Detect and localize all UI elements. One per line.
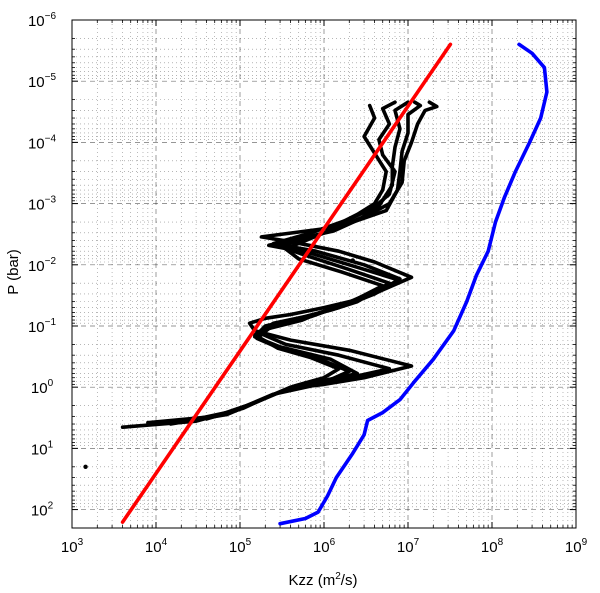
y-tick-label: 10−6 xyxy=(28,11,57,30)
series-black-5 xyxy=(204,100,439,421)
y-tick-label: 102 xyxy=(31,501,54,520)
axis-ticks xyxy=(71,19,577,528)
y-axis-label: P (bar) xyxy=(5,249,22,295)
y-tick-label: 100 xyxy=(31,378,54,397)
series-black-4 xyxy=(187,100,423,423)
y-tick-label: 10−1 xyxy=(28,317,57,336)
y-tick-label: 10−2 xyxy=(28,256,57,275)
series-black-2 xyxy=(146,100,402,425)
marker-dot-2 xyxy=(350,258,355,263)
series-layer xyxy=(83,42,549,526)
series-blue-profile xyxy=(278,42,549,526)
y-tick-label: 101 xyxy=(31,439,54,458)
x-tick-label: 106 xyxy=(313,537,336,556)
y-tick-label: 10−4 xyxy=(28,133,57,152)
x-tick-label: 105 xyxy=(229,537,252,556)
series-red-fit xyxy=(120,42,453,524)
x-tick-label: 109 xyxy=(565,537,588,556)
y-tick-label: 10−5 xyxy=(28,72,57,91)
x-tick-label: 103 xyxy=(61,537,84,556)
marker-dot-1 xyxy=(83,464,88,470)
y-tick-label: 10−3 xyxy=(28,195,57,214)
x-tick-label: 104 xyxy=(145,537,168,556)
tick-labels: 103 104 105 106 107 108 109 10−6 10−5 10−4 10−3 10−… xyxy=(28,11,588,556)
x-tick-label: 107 xyxy=(397,537,420,556)
x-tick-label: 108 xyxy=(481,537,504,556)
x-axis-label: Kzz (m2/s) xyxy=(289,571,358,589)
